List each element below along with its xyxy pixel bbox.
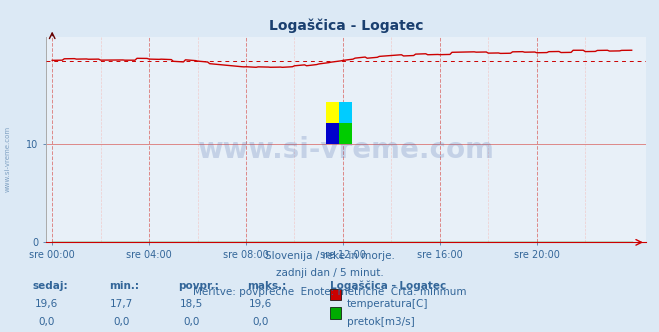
Text: Meritve: povprečne  Enote: metrične  Črta: minmum: Meritve: povprečne Enote: metrične Črta:… bbox=[192, 285, 467, 297]
Text: Slovenija / reke in morje.: Slovenija / reke in morje. bbox=[264, 251, 395, 261]
Text: www.si-vreme.com: www.si-vreme.com bbox=[198, 136, 494, 164]
Text: 17,7: 17,7 bbox=[110, 299, 134, 309]
Text: maks.:: maks.: bbox=[247, 281, 287, 290]
Text: 19,6: 19,6 bbox=[34, 299, 58, 309]
FancyBboxPatch shape bbox=[326, 102, 339, 123]
Text: 18,5: 18,5 bbox=[179, 299, 203, 309]
Text: 0,0: 0,0 bbox=[114, 317, 130, 327]
Title: Logaščica - Logatec: Logaščica - Logatec bbox=[269, 18, 423, 33]
FancyBboxPatch shape bbox=[326, 123, 339, 143]
Text: temperatura[C]: temperatura[C] bbox=[347, 299, 428, 309]
Text: www.si-vreme.com: www.si-vreme.com bbox=[5, 126, 11, 193]
Text: 0,0: 0,0 bbox=[38, 317, 54, 327]
FancyBboxPatch shape bbox=[339, 102, 352, 123]
FancyBboxPatch shape bbox=[339, 123, 352, 143]
Bar bbox=[330, 307, 341, 319]
Text: povpr.:: povpr.: bbox=[178, 281, 219, 290]
Text: sedaj:: sedaj: bbox=[33, 281, 69, 290]
Text: zadnji dan / 5 minut.: zadnji dan / 5 minut. bbox=[275, 268, 384, 278]
Text: Logaščica - Logatec: Logaščica - Logatec bbox=[330, 281, 445, 291]
Text: pretok[m3/s]: pretok[m3/s] bbox=[347, 317, 415, 327]
Text: 19,6: 19,6 bbox=[248, 299, 272, 309]
Text: min.:: min.: bbox=[109, 281, 139, 290]
Bar bbox=[330, 289, 341, 300]
Text: 0,0: 0,0 bbox=[183, 317, 199, 327]
Text: 0,0: 0,0 bbox=[252, 317, 268, 327]
